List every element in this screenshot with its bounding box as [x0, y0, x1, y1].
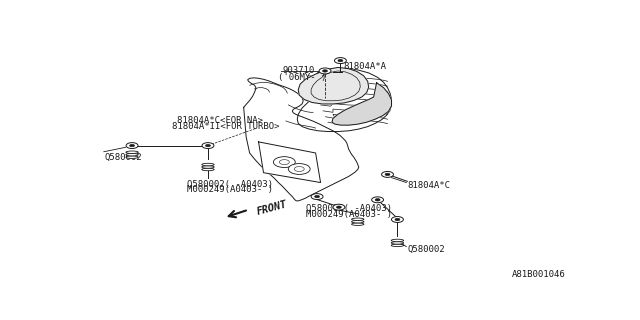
Text: A81B001046: A81B001046 [513, 270, 566, 279]
Text: Q580002: Q580002 [408, 244, 445, 253]
Text: 81804A*C: 81804A*C [408, 180, 451, 189]
Text: M000249(A0403- ): M000249(A0403- ) [306, 210, 392, 219]
Ellipse shape [391, 239, 404, 242]
Text: ('06MY- ): ('06MY- ) [278, 73, 327, 82]
Text: Q580002( -A0403): Q580002( -A0403) [306, 204, 392, 213]
Polygon shape [244, 78, 359, 201]
Ellipse shape [126, 154, 138, 156]
Circle shape [338, 59, 343, 62]
Circle shape [385, 173, 390, 176]
Ellipse shape [351, 223, 364, 225]
Text: 81804A*C<FOR NA>: 81804A*C<FOR NA> [177, 116, 263, 125]
Polygon shape [332, 83, 392, 125]
Circle shape [323, 70, 328, 72]
Ellipse shape [391, 244, 404, 247]
Polygon shape [298, 68, 369, 104]
Ellipse shape [126, 151, 138, 154]
Circle shape [319, 68, 331, 74]
Ellipse shape [351, 218, 364, 220]
Ellipse shape [202, 168, 214, 171]
Text: 81804A*A: 81804A*A [343, 62, 386, 71]
Circle shape [372, 197, 383, 203]
Ellipse shape [351, 220, 364, 223]
Circle shape [315, 195, 319, 198]
Polygon shape [259, 142, 321, 182]
Circle shape [280, 160, 289, 164]
Ellipse shape [202, 163, 214, 166]
Circle shape [392, 217, 403, 222]
Circle shape [337, 206, 341, 208]
Circle shape [288, 164, 310, 174]
Circle shape [395, 218, 400, 221]
Circle shape [273, 157, 295, 167]
Text: 903710: 903710 [282, 67, 315, 76]
Circle shape [129, 144, 134, 147]
Ellipse shape [391, 242, 404, 244]
Circle shape [205, 144, 211, 147]
Circle shape [202, 143, 214, 148]
Circle shape [335, 58, 346, 64]
Text: Q580002: Q580002 [105, 153, 143, 162]
Text: Q580002( -A0403): Q580002( -A0403) [187, 180, 273, 189]
Polygon shape [297, 68, 392, 132]
Circle shape [333, 204, 345, 210]
Text: 81804A*II<FOR TURBO>: 81804A*II<FOR TURBO> [172, 122, 279, 131]
Circle shape [311, 194, 323, 200]
Ellipse shape [202, 166, 214, 168]
Text: FRONT: FRONT [256, 199, 289, 217]
Text: M000249(A0403- ): M000249(A0403- ) [187, 185, 273, 195]
Ellipse shape [126, 156, 138, 158]
Circle shape [294, 166, 304, 172]
Circle shape [126, 143, 138, 148]
Circle shape [381, 172, 394, 177]
Circle shape [375, 198, 380, 201]
